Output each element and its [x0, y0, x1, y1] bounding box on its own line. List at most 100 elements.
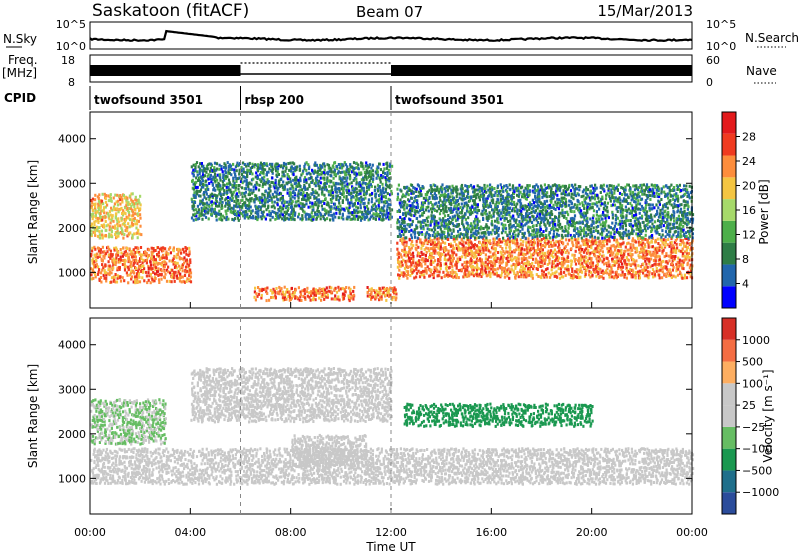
colorbar-tick-label-0: 28 — [742, 131, 756, 144]
ytick-label-1: 2000 — [58, 222, 86, 235]
nsearch-tick-top: 10^5 — [706, 18, 736, 31]
echo-region-5 — [396, 236, 694, 280]
x-axis-label: Time UT — [365, 540, 416, 554]
power-yticks: 1000 2000 3000 4000 — [58, 133, 692, 279]
colorbar-tick-label-5: 8 — [742, 253, 749, 266]
colorbar-tick-label-0: 1000 — [742, 334, 770, 347]
power-panel: 1000 2000 3000 4000 Slant Range [km] 28 24 20… — [26, 111, 771, 309]
colorbar-swatch-2 — [722, 448, 736, 471]
nsearch-tick-bottom: 10^0 — [706, 40, 736, 53]
cpid-segment-2: twofsound 3501 — [395, 93, 504, 107]
beam-title: Beam 07 — [356, 3, 423, 21]
xtick-label-4: 16:00 — [475, 526, 507, 539]
colorbar-swatch-3 — [722, 220, 736, 243]
station-title: Saskatoon (fitACF) — [92, 1, 249, 21]
colorbar-tick-label-6: −500 — [742, 464, 772, 477]
power-colorbar-label: Power [dB] — [757, 179, 771, 244]
xtick-label-1: 04:00 — [174, 526, 206, 539]
colorbar-tick-label-5: −100 — [742, 443, 772, 456]
echo-region-0 — [90, 245, 193, 285]
colorbar-tick-label-4: 12 — [742, 229, 756, 242]
ytick-label-3: 4000 — [58, 339, 86, 352]
xtick-label-5: 20:00 — [576, 526, 608, 539]
freq-tick-bottom: 8 — [68, 76, 75, 89]
ytick-label-0: 1000 — [58, 472, 86, 485]
ytick-label-1: 2000 — [58, 428, 86, 441]
freq-bar-b — [391, 65, 692, 76]
velocity-colorbar-label: Velocity [m s⁻¹] — [761, 369, 775, 462]
colorbar-tick-label-7: −1000 — [742, 486, 779, 499]
colorbar-swatch-2 — [722, 242, 736, 265]
colorbar-swatch-1 — [722, 264, 736, 287]
velocity-echoes — [90, 367, 695, 486]
colorbar-tick-label-3: 25 — [742, 399, 756, 412]
velocity-yticks: 1000 2000 3000 4000 — [58, 339, 692, 485]
xtick-label-3: 12:00 — [375, 526, 407, 539]
nsky-panel: N.Sky 10^5 10^0 10^5 10^0 N.Search — [3, 18, 799, 53]
x-axis: 00:00 04:00 08:00 12:00 16:00 20:00 00:00 — [74, 302, 708, 539]
colorbar-swatch-4 — [722, 405, 736, 427]
colorbar-swatch-6 — [722, 155, 736, 178]
xtick-label-6: 00:00 — [676, 526, 708, 539]
freq-tick-top: 18 — [61, 54, 75, 67]
freq-label-1: Freq. — [8, 53, 38, 67]
nave-tick-top: 60 — [706, 54, 720, 67]
colorbar-swatch-0 — [722, 492, 736, 514]
echo-region-0 — [90, 447, 695, 486]
cpid-segment-0: twofsound 3501 — [94, 93, 203, 107]
ytick-label-2: 3000 — [58, 177, 86, 190]
colorbar-tick-label-4: −25 — [742, 421, 765, 434]
colorbar-swatch-0 — [722, 286, 736, 308]
power-echoes — [90, 161, 695, 303]
colorbar-swatch-3 — [722, 426, 736, 449]
colorbar-swatch-5 — [722, 177, 736, 200]
colorbar-tick-label-2: 20 — [742, 180, 756, 193]
echo-region-1 — [90, 398, 167, 446]
colorbar-tick-label-2: 100 — [742, 377, 763, 390]
xtick-label-2: 08:00 — [275, 526, 307, 539]
date-title: 15/Mar/2013 — [597, 2, 693, 20]
colorbar-tick-label-6: 4 — [742, 278, 749, 291]
echo-region-3 — [253, 285, 356, 303]
colorbar-swatch-1 — [722, 470, 736, 493]
echo-region-2 — [190, 161, 394, 222]
echo-region-3 — [403, 402, 594, 428]
cpid-label: CPID — [4, 91, 36, 105]
xtick-label-0: 00:00 — [74, 526, 106, 539]
nsky-label: N.Sky — [3, 32, 37, 46]
nsky-trace — [89, 29, 693, 43]
colorbar-swatch-6 — [722, 361, 736, 384]
echo-region-6 — [396, 183, 695, 240]
freq-panel: Freq. [MHz] 18 8 60 0 Nave — [2, 53, 777, 89]
colorbar-tick-label-1: 500 — [742, 356, 763, 369]
ytick-label-3: 4000 — [58, 133, 86, 146]
power-ylabel: Slant Range [km] — [26, 160, 40, 264]
echo-region-4 — [291, 433, 368, 468]
nsky-frame — [89, 21, 693, 50]
cpid-row: CPID twofsound 3501 rbsp 200 twofsound 350… — [4, 86, 504, 110]
velocity-ylabel: Slant Range [km] — [26, 364, 40, 468]
echo-region-1 — [90, 192, 143, 240]
nsearch-label: N.Search — [745, 31, 799, 45]
velocity-colorbar: 1000 500 100 25 −25 −100 −500 −1000 — [721, 317, 779, 515]
colorbar-tick-label-3: 16 — [742, 204, 756, 217]
ytick-label-2: 3000 — [58, 383, 86, 396]
echo-region-4 — [366, 286, 398, 302]
echo-region-2 — [190, 367, 393, 424]
colorbar-tick-label-1: 24 — [742, 155, 756, 168]
cpid-segment-1: rbsp 200 — [245, 93, 304, 107]
colorbar-swatch-5 — [722, 383, 736, 406]
nsky-tick-bottom: 10^0 — [56, 40, 86, 53]
nave-label: Nave — [746, 64, 777, 78]
colorbar-swatch-8 — [722, 318, 736, 340]
ytick-label-0: 1000 — [58, 266, 86, 279]
power-colorbar: 28 24 20 16 12 8 4 — [721, 111, 756, 309]
colorbar-swatch-7 — [722, 133, 736, 156]
colorbar-swatch-7 — [722, 339, 736, 362]
colorbar-swatch-8 — [722, 112, 736, 134]
freq-bar-a — [90, 65, 241, 76]
colorbar-frame — [721, 317, 737, 515]
nave-tick-bottom: 0 — [706, 76, 713, 89]
velocity-panel: 1000 2000 3000 4000 Slant Range [km] 1000 50… — [26, 317, 779, 515]
